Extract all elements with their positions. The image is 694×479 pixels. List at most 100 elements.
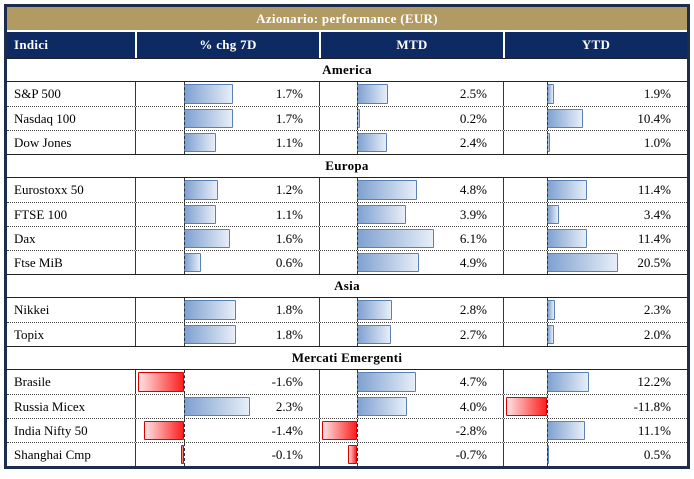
zero-axis-line <box>357 419 358 442</box>
cell-value: 2.3% <box>275 399 303 414</box>
bar-area <box>138 419 250 442</box>
data-bar <box>184 229 230 248</box>
mtd-cell: 4.8% <box>319 178 503 202</box>
bar-area <box>138 227 250 250</box>
table-row: Dax 1.6% 6.1% 11.4% <box>7 226 687 250</box>
table-row: Shanghai Cmp -0.1% -0.7% 0.5% <box>7 442 687 466</box>
index-label-cell: Brasile <box>7 370 135 394</box>
bar-area <box>322 107 434 130</box>
column-header-row: Indici % chg 7D MTD YTD <box>7 32 687 58</box>
cell-value: 4.9% <box>459 255 487 270</box>
bar-area <box>138 131 250 154</box>
cell-value: 11.4% <box>637 231 671 246</box>
zero-axis-line <box>547 419 548 442</box>
data-bar <box>357 205 406 224</box>
bar-area <box>322 203 434 226</box>
section-title: Europa <box>325 158 369 173</box>
index-label-cell: FTSE 100 <box>7 203 135 226</box>
bar-area <box>506 298 618 322</box>
mtd-cell: 4.0% <box>319 395 503 418</box>
ytd-cell: 3.4% <box>503 203 687 226</box>
index-label-cell: Dax <box>7 227 135 250</box>
chg7d-cell: 1.8% <box>135 323 319 346</box>
bar-area <box>322 178 434 202</box>
bar-area <box>506 178 618 202</box>
zero-axis-line <box>547 131 548 154</box>
row-label: Topix <box>14 327 45 342</box>
data-bar <box>547 180 587 200</box>
zero-axis-line <box>184 419 185 442</box>
ytd-cell: 0.5% <box>503 443 687 466</box>
cell-value: 2.8% <box>459 302 487 317</box>
bar-area <box>506 323 618 346</box>
bar-area <box>138 82 250 106</box>
row-label: Nasdaq 100 <box>14 111 76 126</box>
section-title: Asia <box>334 278 360 293</box>
chg7d-cell: 1.7% <box>135 107 319 130</box>
ytd-cell: 2.0% <box>503 323 687 346</box>
cell-value: 0.5% <box>643 447 671 462</box>
chg7d-cell: 1.8% <box>135 298 319 322</box>
bar-area <box>506 443 618 466</box>
data-bar <box>547 421 585 440</box>
data-bar <box>184 205 216 224</box>
data-bar <box>184 180 218 200</box>
index-label-cell: S&P 500 <box>7 82 135 106</box>
row-label: Shanghai Cmp <box>14 447 91 462</box>
zero-axis-line <box>357 251 358 274</box>
chg7d-cell: -1.6% <box>135 370 319 394</box>
index-label-cell: Russia Micex <box>7 395 135 418</box>
column-header-ytd: YTD <box>503 32 687 58</box>
mtd-cell: 4.9% <box>319 251 503 274</box>
data-bar <box>547 372 589 392</box>
cell-value: 4.8% <box>459 182 487 197</box>
bar-area <box>322 419 434 442</box>
cell-value: -11.8% <box>633 399 671 414</box>
cell-value: 1.2% <box>275 182 303 197</box>
data-bar <box>357 325 391 344</box>
ytd-cell: 2.3% <box>503 298 687 322</box>
bar-area <box>322 251 434 274</box>
cell-value: -1.4% <box>271 423 303 438</box>
zero-axis-line <box>547 323 548 346</box>
data-bar <box>547 253 618 272</box>
chg7d-cell: 1.6% <box>135 227 319 250</box>
data-bar <box>547 325 554 344</box>
data-bar <box>184 300 236 320</box>
chg7d-cell: 0.6% <box>135 251 319 274</box>
data-bar <box>184 253 201 272</box>
cell-value: 0.6% <box>275 255 303 270</box>
zero-axis-line <box>547 107 548 130</box>
cell-value: -0.1% <box>271 447 303 462</box>
mtd-cell: -0.7% <box>319 443 503 466</box>
chg7d-cell: 1.7% <box>135 82 319 106</box>
data-bar <box>348 445 357 464</box>
cell-value: 0.2% <box>459 111 487 126</box>
table-body: America S&P 500 1.7% 2.5% 1.9% <box>7 58 687 466</box>
bar-area <box>138 370 250 394</box>
index-label-cell: Shanghai Cmp <box>7 443 135 466</box>
table-row: Nikkei 1.8% 2.8% 2.3% <box>7 298 687 322</box>
bar-area <box>506 395 618 418</box>
cell-value: 2.7% <box>459 327 487 342</box>
data-bar <box>547 84 554 104</box>
ytd-cell: -11.8% <box>503 395 687 418</box>
ytd-cell: 11.1% <box>503 419 687 442</box>
section-title: America <box>322 62 372 77</box>
chg7d-cell: 2.3% <box>135 395 319 418</box>
zero-axis-line <box>547 178 548 202</box>
row-label: Dax <box>14 231 36 246</box>
index-label-cell: Nikkei <box>7 298 135 322</box>
bar-area <box>138 443 250 466</box>
ytd-cell: 11.4% <box>503 178 687 202</box>
zero-axis-line <box>184 395 185 418</box>
cell-value: 1.6% <box>275 231 303 246</box>
cell-value: 2.0% <box>643 327 671 342</box>
chg7d-cell: 1.1% <box>135 131 319 154</box>
mtd-cell: 4.7% <box>319 370 503 394</box>
chg7d-cell: 1.2% <box>135 178 319 202</box>
data-bar <box>357 253 419 272</box>
zero-axis-line <box>184 370 185 394</box>
zero-axis-line <box>184 323 185 346</box>
data-bar <box>184 397 250 416</box>
